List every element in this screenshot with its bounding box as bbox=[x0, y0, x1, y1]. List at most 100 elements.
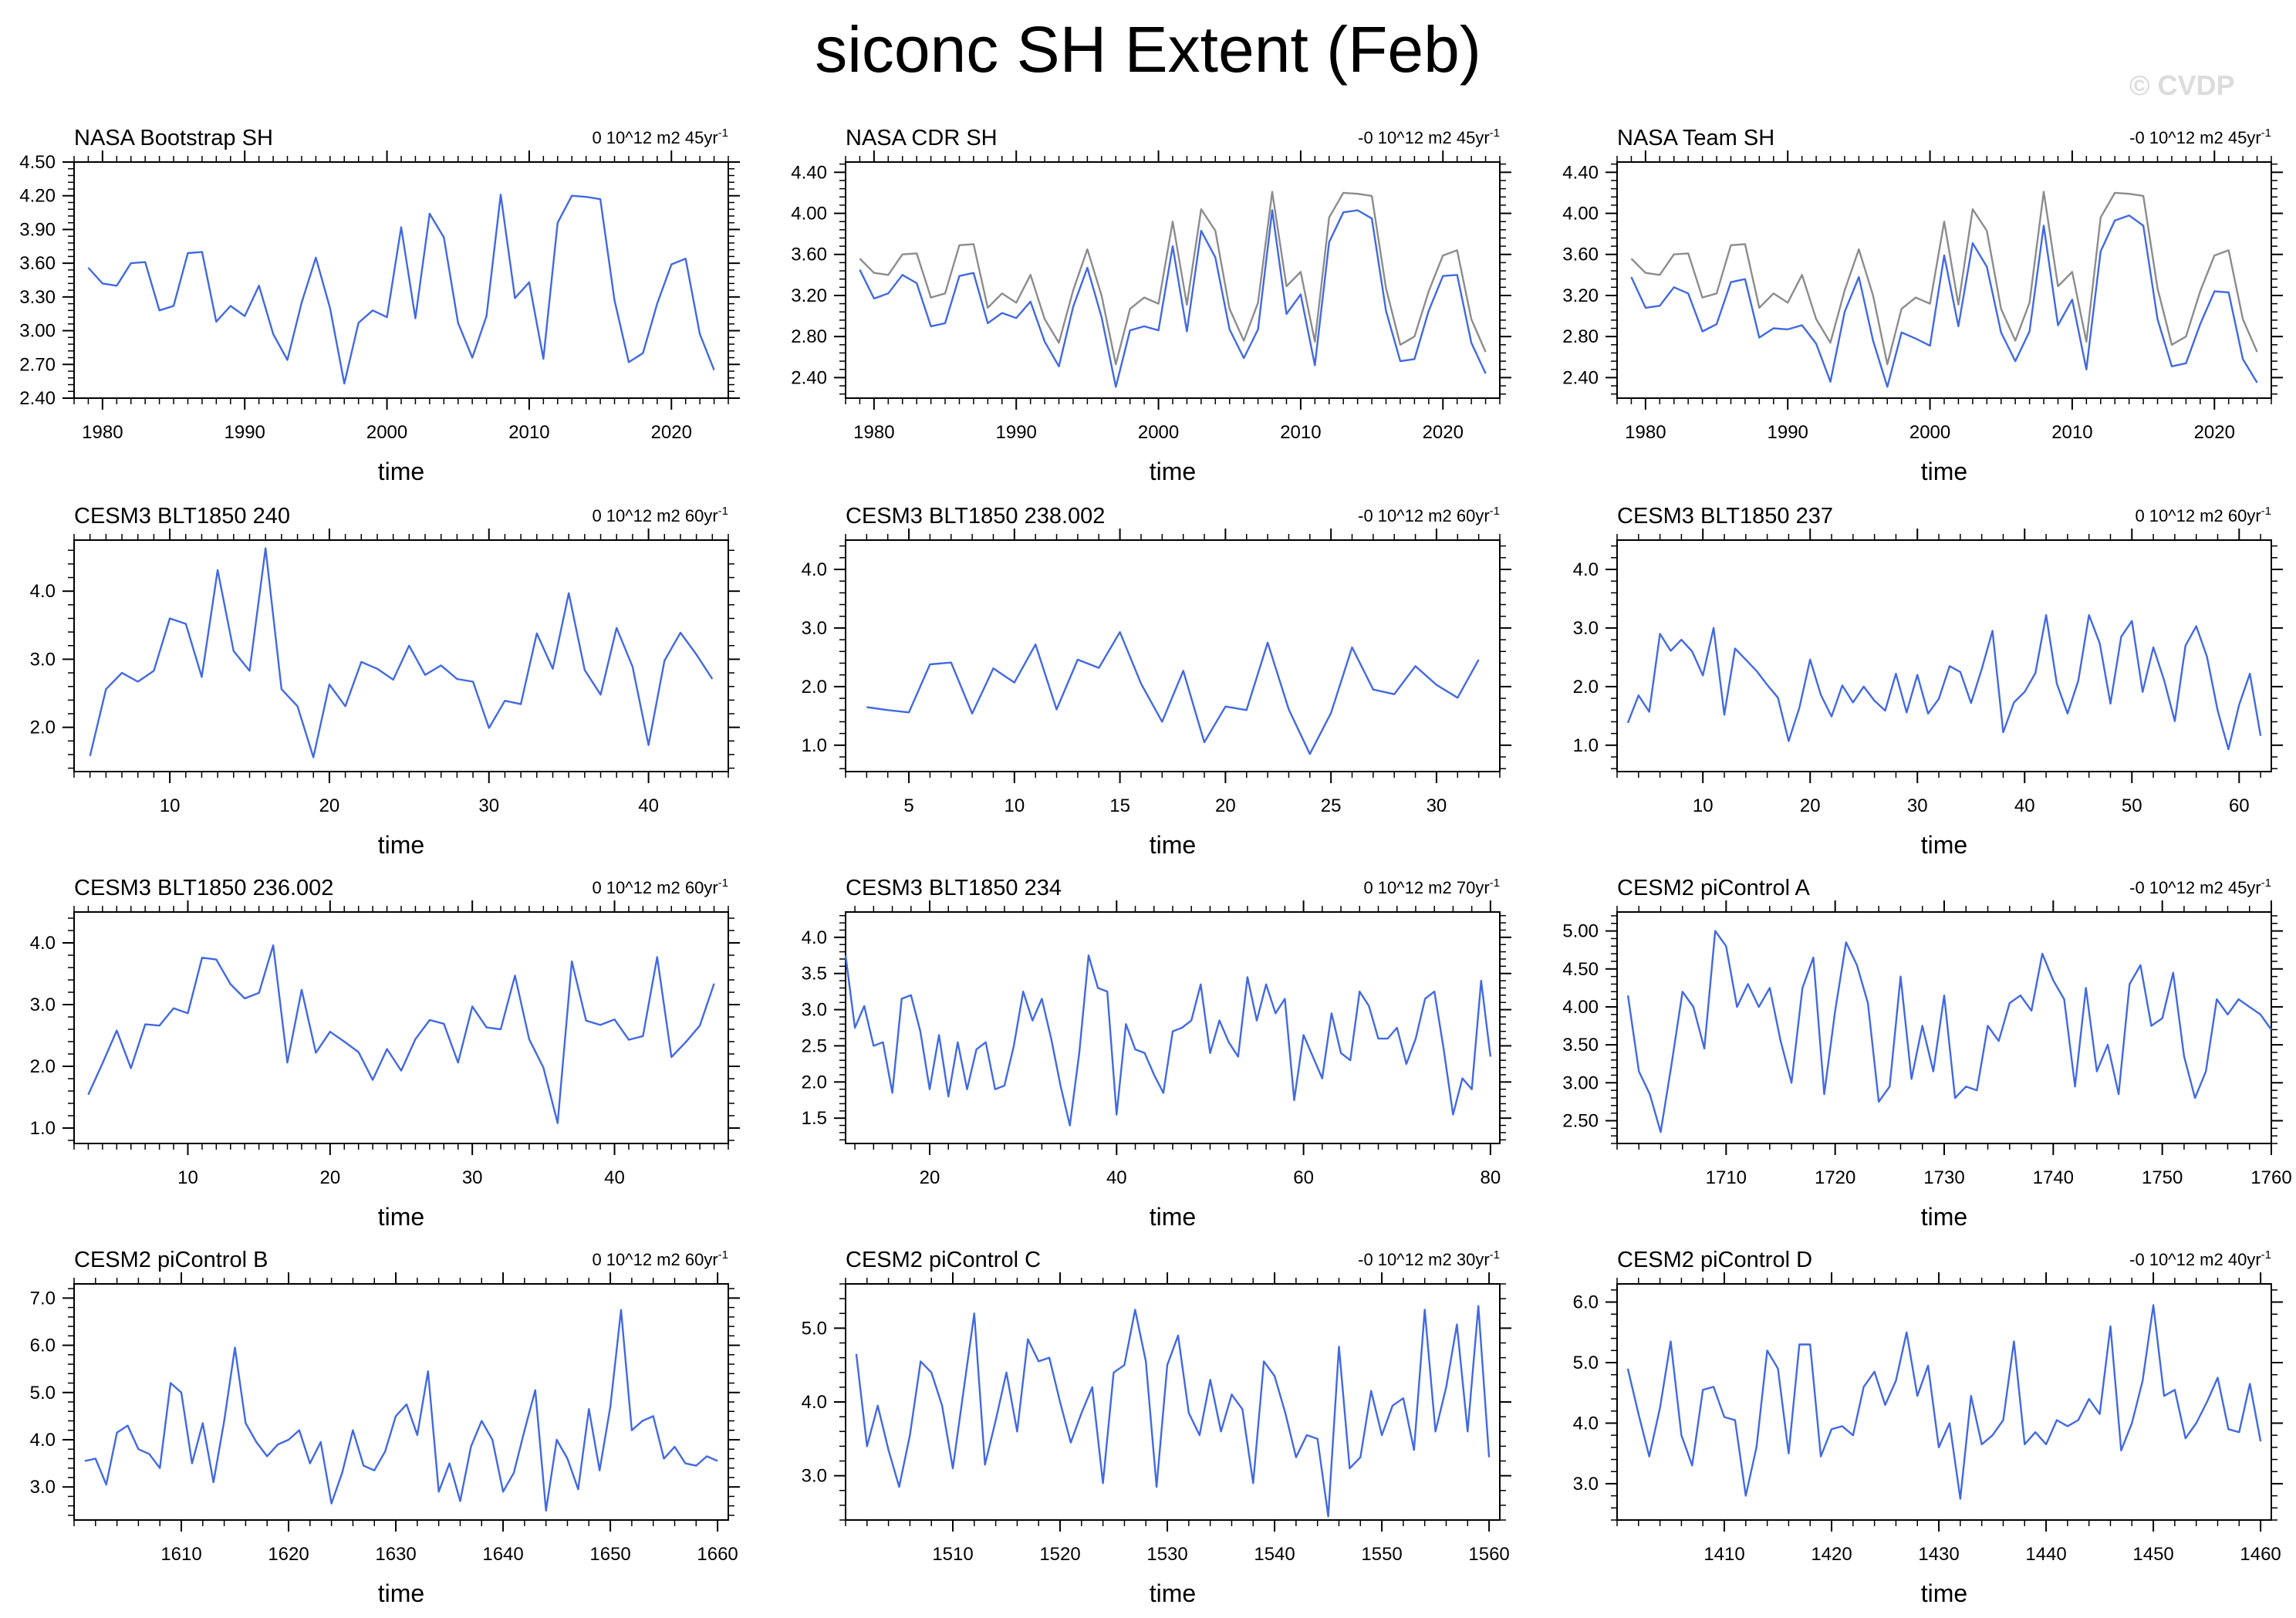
x-tick-label: 80 bbox=[1481, 1167, 1501, 1188]
x-tick-label: 1460 bbox=[2240, 1544, 2281, 1565]
chart-title: NASA Team SH bbox=[1617, 126, 1774, 150]
y-tick-label: 3.20 bbox=[1562, 285, 1599, 306]
chart-title: CESM2 piControl D bbox=[1617, 1248, 1812, 1272]
chart-panel: CESM3 BLT1850 234 0 10^12 m2 70yr-1 time 20… bbox=[802, 876, 1511, 1231]
y-tick-label: 2.40 bbox=[1562, 367, 1599, 388]
series-line bbox=[89, 547, 714, 758]
x-tick-label: 1630 bbox=[375, 1544, 416, 1565]
y-tick-label: 3.0 bbox=[30, 1477, 56, 1498]
chart-title: NASA CDR SH bbox=[846, 126, 998, 150]
trend-label: -0 10^12 m2 30yr-1 bbox=[1358, 1248, 1500, 1269]
chart-title: CESM3 BLT1850 234 bbox=[846, 876, 1062, 900]
y-tick-label: 4.00 bbox=[1562, 997, 1599, 1018]
y-tick-label: 4.0 bbox=[30, 933, 56, 954]
x-tick-label: 60 bbox=[1293, 1167, 1314, 1188]
series-line bbox=[855, 1305, 1491, 1518]
y-tick-label: 1.0 bbox=[1573, 735, 1599, 756]
series-line bbox=[1626, 614, 2262, 751]
y-tick-label: 3.60 bbox=[19, 253, 56, 274]
credit-watermark: © CVDP bbox=[2129, 69, 2235, 101]
chart-title: CESM3 BLT1850 238.002 bbox=[846, 504, 1105, 529]
series-line bbox=[84, 1309, 718, 1512]
y-tick-label: 4.0 bbox=[802, 559, 827, 580]
chart-panel: CESM3 BLT1850 240 0 10^12 m2 60yr-1 time 10… bbox=[30, 504, 740, 859]
y-tick-label: 2.40 bbox=[791, 367, 827, 388]
y-tick-label: 3.0 bbox=[1573, 618, 1599, 639]
trend-label: 0 10^12 m2 60yr-1 bbox=[592, 877, 728, 897]
x-tick-label: 2020 bbox=[1423, 422, 1464, 443]
x-tick-label: 1610 bbox=[160, 1544, 201, 1565]
chart-panel: NASA Team SH -0 10^12 m2 45yr-1 time 1980 19… bbox=[1562, 126, 2283, 485]
x-tick-label: 1620 bbox=[268, 1544, 309, 1565]
y-tick-label: 1.0 bbox=[30, 1118, 56, 1139]
x-axis-label: time bbox=[378, 458, 424, 485]
y-tick-label: 3.50 bbox=[1562, 1035, 1599, 1056]
y-tick-label: 5.0 bbox=[30, 1383, 56, 1404]
y-tick-label: 4.00 bbox=[791, 204, 827, 225]
chart-panel: NASA CDR SH -0 10^12 m2 45yr-1 time 1980 199… bbox=[791, 126, 1511, 485]
trend-label: 0 10^12 m2 60yr-1 bbox=[592, 505, 728, 525]
y-tick-label: 3.60 bbox=[791, 245, 827, 265]
y-tick-label: 5.00 bbox=[1562, 921, 1599, 942]
x-axis-label: time bbox=[378, 1579, 424, 1607]
series-line bbox=[859, 209, 1487, 388]
y-tick-label: 1.5 bbox=[802, 1108, 827, 1129]
y-tick-label: 4.50 bbox=[19, 152, 56, 173]
chart-panel: CESM3 BLT1850 237 0 10^12 m2 60yr-1 time 10… bbox=[1573, 504, 2283, 859]
x-tick-label: 2020 bbox=[651, 422, 692, 443]
x-tick-label: 20 bbox=[319, 1167, 340, 1188]
plot-frame bbox=[73, 539, 729, 772]
x-tick-label: 1730 bbox=[1923, 1167, 1964, 1188]
trend-label: 0 10^12 m2 60yr-1 bbox=[592, 1248, 728, 1269]
x-tick-label: 1510 bbox=[932, 1544, 973, 1565]
x-tick-label: 2000 bbox=[1138, 422, 1179, 443]
y-tick-label: 3.0 bbox=[802, 1466, 827, 1487]
chart-title: CESM3 BLT1850 240 bbox=[74, 504, 290, 529]
x-tick-label: 20 bbox=[319, 795, 340, 816]
x-axis-label: time bbox=[1150, 1203, 1196, 1231]
y-tick-label: 4.40 bbox=[1562, 162, 1599, 183]
x-tick-label: 20 bbox=[920, 1167, 940, 1188]
x-tick-label: 30 bbox=[1427, 795, 1447, 816]
series-line bbox=[859, 191, 1487, 366]
y-tick-label: 4.0 bbox=[30, 1430, 56, 1451]
y-tick-label: 2.40 bbox=[19, 388, 56, 409]
plot-frame bbox=[1616, 161, 2272, 399]
chart-title: NASA Bootstrap SH bbox=[74, 126, 273, 150]
plot-frame bbox=[845, 911, 1501, 1144]
trend-label: -0 10^12 m2 45yr-1 bbox=[2129, 127, 2271, 147]
x-tick-label: 1740 bbox=[2033, 1167, 2074, 1188]
y-tick-label: 6.0 bbox=[1573, 1292, 1599, 1313]
trend-label: -0 10^12 m2 45yr-1 bbox=[2129, 877, 2271, 897]
x-tick-label: 1560 bbox=[1468, 1544, 1509, 1565]
x-tick-label: 1750 bbox=[2142, 1167, 2183, 1188]
x-tick-label: 40 bbox=[638, 795, 659, 816]
y-tick-label: 2.5 bbox=[802, 1035, 827, 1056]
y-tick-label: 3.0 bbox=[1573, 1474, 1599, 1495]
plot-frame bbox=[845, 161, 1501, 399]
plot-frame bbox=[73, 911, 729, 1144]
y-tick-label: 4.0 bbox=[1573, 559, 1599, 580]
chart-panel: CESM3 BLT1850 236.002 0 10^12 m2 60yr-1 ti… bbox=[30, 876, 740, 1231]
y-tick-label: 4.0 bbox=[30, 581, 56, 602]
y-tick-label: 3.0 bbox=[802, 618, 827, 639]
x-tick-label: 2020 bbox=[2194, 422, 2235, 443]
x-tick-label: 40 bbox=[2014, 795, 2035, 816]
y-tick-label: 6.0 bbox=[30, 1336, 56, 1356]
y-tick-label: 3.30 bbox=[19, 287, 56, 308]
series-line bbox=[1630, 214, 2258, 388]
trend-label: -0 10^12 m2 45yr-1 bbox=[1358, 127, 1500, 147]
x-tick-label: 2010 bbox=[2051, 422, 2092, 443]
y-tick-label: 4.0 bbox=[802, 927, 827, 948]
chart-panel: CESM2 piControl D -0 10^12 m2 40yr-1 time 1… bbox=[1573, 1248, 2283, 1607]
x-tick-label: 50 bbox=[2122, 795, 2142, 816]
x-tick-label: 1550 bbox=[1361, 1544, 1402, 1565]
x-tick-label: 1980 bbox=[82, 422, 123, 443]
x-tick-label: 10 bbox=[160, 795, 181, 816]
y-tick-label: 5.0 bbox=[802, 1318, 827, 1339]
y-tick-label: 3.0 bbox=[30, 649, 56, 670]
y-tick-label: 3.0 bbox=[802, 1000, 827, 1021]
x-axis-label: time bbox=[1921, 831, 1967, 859]
plot-frame bbox=[73, 161, 729, 399]
x-tick-label: 2010 bbox=[508, 422, 549, 443]
